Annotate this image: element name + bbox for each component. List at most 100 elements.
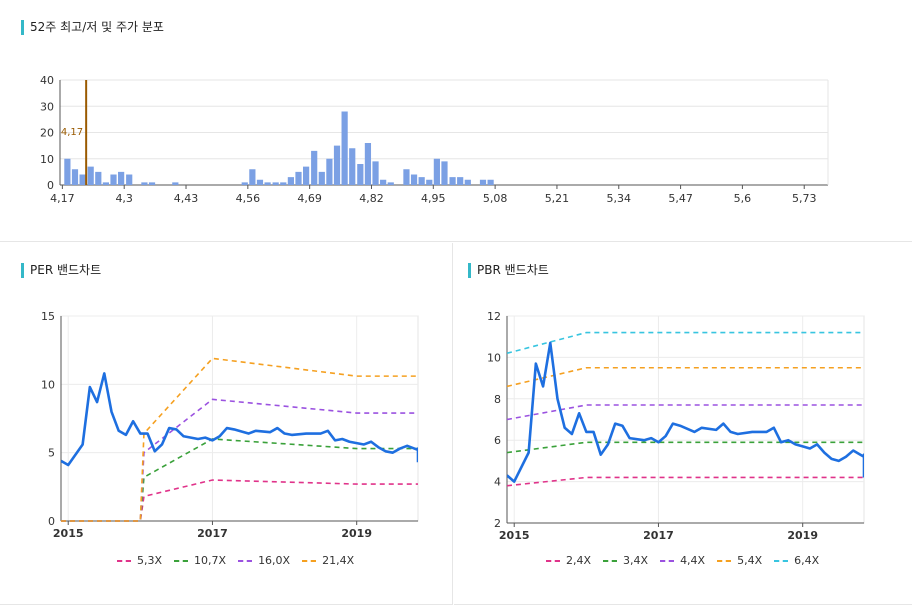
- legend-item: 21,4X: [302, 554, 354, 567]
- y-tick-label: 4: [494, 476, 501, 489]
- histogram-bar: [326, 158, 333, 185]
- histogram-bar: [264, 182, 271, 185]
- x-tick-label: 4,69: [297, 192, 322, 205]
- legend-label: 21,4X: [322, 554, 355, 567]
- histogram-bar: [418, 177, 425, 185]
- x-tick-label: 4,3: [115, 192, 133, 205]
- histogram-bar: [341, 111, 348, 185]
- band-line-6,4X: [507, 331, 864, 355]
- histogram-bar: [426, 179, 433, 185]
- legend-item: 10,7X: [174, 554, 226, 567]
- legend-label: 2,4X: [566, 554, 592, 567]
- x-tick-label: 5,08: [483, 192, 508, 205]
- x-tick-label: 4,82: [359, 192, 384, 205]
- y-tick-label: 30: [40, 100, 54, 113]
- pbr-legend: 2,4X 3,4X 4,4X 5,4X 6,4X: [546, 554, 831, 567]
- y-tick-label: 6: [494, 434, 501, 447]
- y-tick-label: 10: [487, 351, 501, 364]
- histogram-bar: [287, 177, 294, 185]
- x-tick-label: 2019: [787, 529, 818, 542]
- histogram-bar: [333, 145, 341, 185]
- histogram-bar: [311, 150, 318, 185]
- x-tick-label: 4,17: [50, 192, 75, 205]
- legend-label: 5,4X: [737, 554, 763, 567]
- legend-item: 4,4X: [660, 554, 705, 567]
- y-tick-label: 10: [40, 153, 54, 166]
- legend-swatch: [117, 560, 131, 562]
- x-tick-label: 5,47: [668, 192, 693, 205]
- x-tick-label: 2019: [341, 527, 372, 540]
- histogram-bar: [118, 171, 125, 185]
- legend-item: 2,4X: [546, 554, 591, 567]
- histogram-bar: [441, 161, 448, 185]
- histogram-bar: [172, 182, 179, 185]
- x-tick-label: 4,95: [421, 192, 446, 205]
- histogram-bar: [303, 166, 310, 185]
- histogram-bar: [256, 179, 264, 185]
- band-line-2,4X: [507, 476, 864, 487]
- x-tick-label: 4,43: [174, 192, 199, 205]
- histogram-bar: [102, 182, 110, 185]
- legend-swatch: [774, 560, 789, 562]
- histogram-bar: [148, 182, 156, 185]
- histogram-bar: [349, 148, 356, 185]
- histogram-bar: [372, 161, 379, 185]
- legend-swatch: [603, 560, 618, 562]
- histogram-bar: [357, 164, 364, 185]
- legend-swatch: [546, 560, 560, 562]
- histogram-bar: [249, 169, 256, 185]
- legend-label: 10,7X: [194, 554, 227, 567]
- y-tick-label: 10: [41, 378, 55, 391]
- y-tick-label: 12: [487, 310, 501, 323]
- histogram-bar: [241, 182, 248, 185]
- histogram-bar: [71, 169, 79, 185]
- price-distribution-chart: 0 10 20 30 40 4,17 4,3 4,43 4,56 4,69 4,82 4,95 5,08…: [40, 74, 829, 205]
- per-band-chart: 0 5 10 15 2015 2017 2019: [41, 310, 419, 540]
- histogram-bar: [487, 179, 494, 185]
- histogram-bar: [95, 171, 102, 185]
- histogram-bar: [364, 143, 372, 185]
- band-line-4,4X: [507, 404, 864, 421]
- x-tick-label: 5,73: [792, 192, 817, 205]
- x-tick-label: 4,56: [236, 192, 261, 205]
- x-tick-label: 2017: [643, 529, 674, 542]
- plot-area: [61, 357, 418, 522]
- histogram-bar: [387, 182, 394, 185]
- histogram-bar: [64, 158, 71, 185]
- y-tick-label: 2: [494, 517, 501, 530]
- histogram-bar: [87, 166, 94, 185]
- x-tick-label: 2015: [53, 527, 84, 540]
- legend-swatch: [302, 560, 317, 562]
- legend-swatch: [174, 560, 189, 562]
- pbr-band-panel: PBR 밴드차트 2 4 6 8 10 12 2015 2017 2019 2,4X 3,4X 4,…: [454, 243, 912, 605]
- y-tick-label: 15: [41, 310, 55, 323]
- histogram-bar: [449, 177, 456, 185]
- panel-title: PBR 밴드차트: [468, 263, 549, 278]
- histogram-bar: [457, 177, 464, 185]
- y-tick-label: 8: [494, 393, 501, 406]
- histogram-bar: [410, 174, 418, 185]
- histogram-bar: [295, 171, 302, 185]
- legend-label: 3,4X: [623, 554, 649, 567]
- legend-item: 5,4X: [717, 554, 762, 567]
- y-tick-label: 40: [40, 74, 54, 87]
- histogram-bar: [280, 182, 287, 185]
- per-legend: 5,3X 10,7X 16,0X 21,4X: [117, 554, 366, 567]
- legend-item: 3,4X: [603, 554, 648, 567]
- band-line-21,4X: [61, 357, 418, 522]
- x-tick-label: 5,34: [607, 192, 632, 205]
- x-tick-label: 5,21: [545, 192, 570, 205]
- band-line-3,4X: [507, 441, 864, 454]
- legend-item: 6,4X: [774, 554, 819, 567]
- histogram-bar: [126, 174, 133, 185]
- x-tick-label: 2017: [197, 527, 228, 540]
- legend-swatch: [660, 560, 675, 562]
- legend-item: 5,3X: [117, 554, 162, 567]
- band-line-5,3X: [61, 479, 418, 522]
- histogram-bar: [479, 179, 487, 185]
- current-price-marker-label: 4,17: [61, 127, 83, 138]
- legend-label: 6,4X: [794, 554, 820, 567]
- panel-title: 52주 최고/저 및 주가 분포: [21, 20, 164, 35]
- plot-area: [507, 331, 864, 487]
- price-line: [61, 372, 418, 467]
